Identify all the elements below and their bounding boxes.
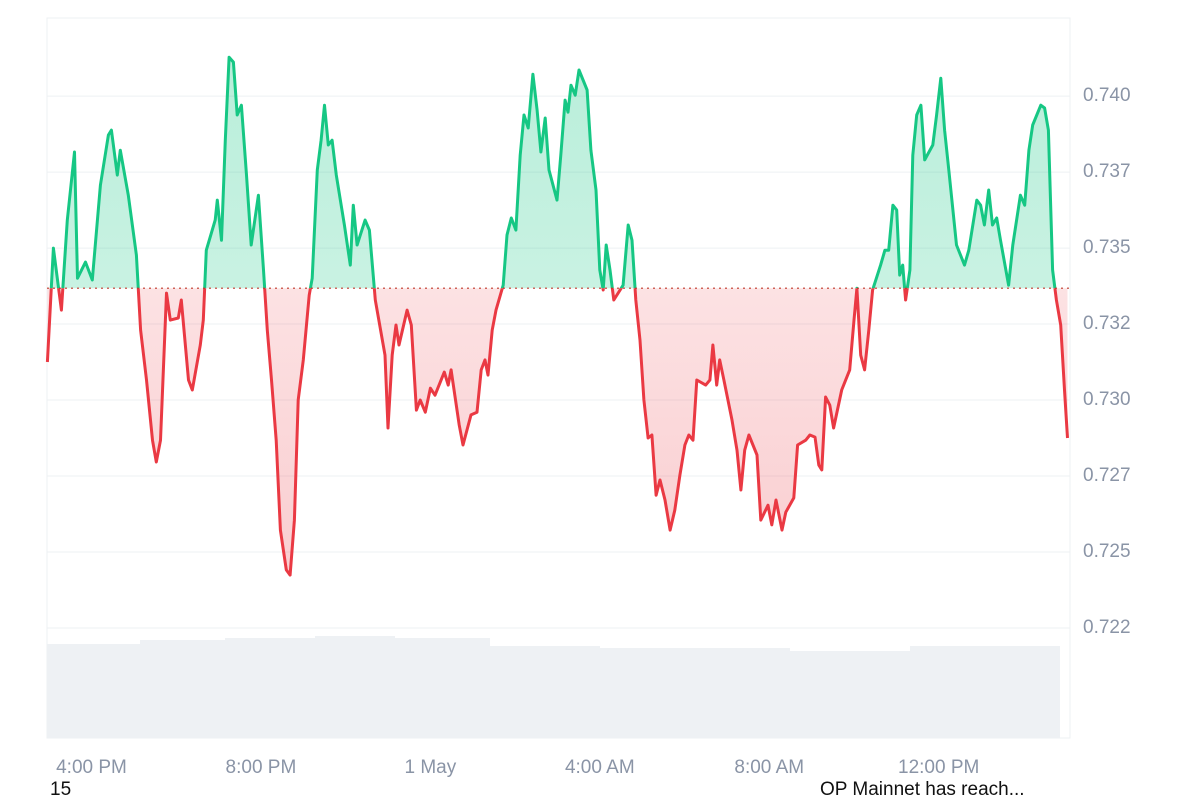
plot: 0.722 0.725 0.727 0.730 0.732 0.735 0.737 0.740… xyxy=(45,55,1131,778)
y-tick-label: 0.730 xyxy=(1083,389,1131,410)
x-tick-label: 12:00 PM xyxy=(898,757,979,778)
y-tick-label: 0.725 xyxy=(1083,541,1131,562)
area-up xyxy=(51,57,1055,289)
y-tick-label: 0.722 xyxy=(1083,617,1131,638)
price-line-up xyxy=(49,55,1057,289)
x-tick-label: 8:00 PM xyxy=(226,757,297,778)
y-tick-label: 0.740 xyxy=(1083,85,1131,106)
y-tick-label: 0.737 xyxy=(1083,161,1131,182)
x-tick-label: 1 May xyxy=(404,757,456,778)
y-tick-label: 0.735 xyxy=(1083,237,1131,258)
footer-left: 15 xyxy=(50,779,71,800)
area-down xyxy=(47,288,1068,576)
y-tick-label: 0.732 xyxy=(1083,313,1131,334)
x-tick-label: 8:00 AM xyxy=(734,757,804,778)
x-tick-label: 4:00 PM xyxy=(56,757,127,778)
volume-area xyxy=(47,636,1060,738)
y-tick-label: 0.727 xyxy=(1083,465,1131,486)
footer-right: OP Mainnet has reach... xyxy=(820,779,1025,800)
x-tick-label: 4:00 AM xyxy=(565,757,635,778)
